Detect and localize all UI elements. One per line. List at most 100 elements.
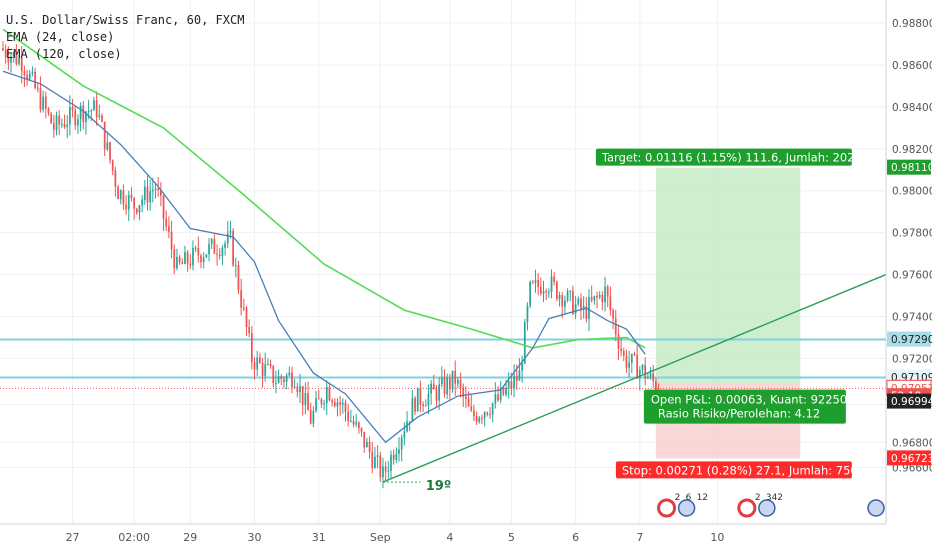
candle-body bbox=[561, 295, 564, 307]
candle-body bbox=[194, 247, 197, 249]
candle-body bbox=[242, 307, 245, 309]
candle bbox=[216, 244, 218, 266]
candle bbox=[411, 389, 414, 422]
economic-event-marker: 2 342 bbox=[737, 493, 783, 518]
candle bbox=[325, 380, 328, 416]
economic-event-marker bbox=[867, 499, 885, 517]
price-label-text: 0.96994 bbox=[891, 396, 932, 408]
candle bbox=[553, 271, 556, 286]
candle bbox=[226, 221, 229, 249]
time-tick-label: Sep bbox=[370, 531, 391, 544]
candle-body bbox=[186, 252, 189, 264]
candle-body bbox=[34, 71, 36, 88]
candle bbox=[63, 114, 66, 129]
candle-body bbox=[127, 195, 130, 210]
candle bbox=[459, 372, 462, 398]
candle bbox=[649, 367, 652, 380]
candle-body bbox=[638, 369, 641, 379]
candle bbox=[176, 248, 178, 271]
candle-body bbox=[360, 428, 363, 432]
candle bbox=[585, 297, 588, 323]
candle bbox=[371, 442, 374, 474]
candle bbox=[264, 352, 267, 382]
time-tick-label: 6 bbox=[572, 531, 579, 544]
candle bbox=[617, 324, 620, 361]
candle bbox=[398, 437, 400, 462]
candle bbox=[103, 121, 106, 157]
candle-body bbox=[601, 294, 604, 303]
candle bbox=[473, 404, 475, 421]
candle bbox=[539, 277, 542, 296]
candle bbox=[237, 260, 240, 295]
price-label-text: 0.97290 bbox=[891, 334, 932, 346]
candle bbox=[628, 350, 630, 377]
candle-body bbox=[93, 100, 95, 111]
candle bbox=[218, 248, 221, 260]
candle bbox=[280, 374, 283, 386]
candle bbox=[192, 240, 194, 271]
candle-body bbox=[424, 405, 427, 407]
candle bbox=[82, 101, 85, 130]
candle bbox=[181, 258, 184, 265]
candle-body bbox=[523, 322, 526, 364]
time-tick-label: 7 bbox=[636, 531, 643, 544]
candle-body bbox=[226, 233, 229, 244]
candle-body bbox=[256, 357, 259, 370]
candle-body bbox=[10, 56, 12, 63]
candle-body bbox=[347, 411, 350, 422]
candle bbox=[491, 402, 494, 423]
candle bbox=[7, 46, 10, 71]
price-label-box bbox=[887, 450, 931, 466]
candle bbox=[10, 52, 12, 73]
candle-body bbox=[52, 123, 55, 130]
candle-body bbox=[170, 231, 173, 250]
candle bbox=[213, 234, 216, 255]
candle bbox=[612, 308, 614, 330]
candle-body bbox=[157, 188, 160, 191]
candle-body bbox=[505, 387, 507, 395]
candle-body bbox=[240, 290, 243, 308]
candle bbox=[168, 216, 170, 239]
candle bbox=[304, 382, 307, 415]
candle bbox=[580, 293, 582, 321]
candle bbox=[641, 363, 644, 374]
candle bbox=[146, 175, 149, 211]
candle bbox=[451, 370, 454, 393]
candle-body bbox=[58, 115, 61, 125]
candle bbox=[293, 378, 296, 389]
candle-body bbox=[644, 365, 647, 379]
candle bbox=[390, 450, 392, 479]
candle-body bbox=[291, 372, 293, 388]
candle-body bbox=[280, 376, 283, 380]
candle-body bbox=[36, 87, 39, 89]
candle bbox=[18, 51, 20, 66]
candle-body bbox=[473, 410, 475, 417]
candle-body bbox=[526, 305, 529, 323]
candle-body bbox=[202, 257, 205, 263]
candle bbox=[416, 387, 419, 412]
candle bbox=[36, 83, 39, 93]
candle-body bbox=[379, 455, 382, 478]
candle bbox=[299, 373, 301, 404]
candle bbox=[95, 91, 98, 126]
candle bbox=[382, 457, 384, 489]
price-label-box bbox=[887, 331, 931, 347]
candle-body bbox=[23, 71, 26, 76]
candle-body bbox=[593, 295, 596, 301]
candle bbox=[414, 395, 416, 416]
candle-body bbox=[366, 441, 368, 448]
candle bbox=[58, 110, 61, 136]
candle bbox=[518, 358, 521, 381]
candle-body bbox=[368, 441, 371, 452]
candle-body bbox=[7, 57, 10, 63]
candle-body bbox=[440, 377, 443, 385]
candle bbox=[523, 318, 526, 365]
candle-body bbox=[253, 362, 256, 370]
candle-body bbox=[168, 226, 170, 232]
candle bbox=[151, 177, 154, 203]
candle-body bbox=[200, 255, 202, 263]
candle-body bbox=[384, 466, 387, 472]
candle-body bbox=[622, 351, 625, 356]
